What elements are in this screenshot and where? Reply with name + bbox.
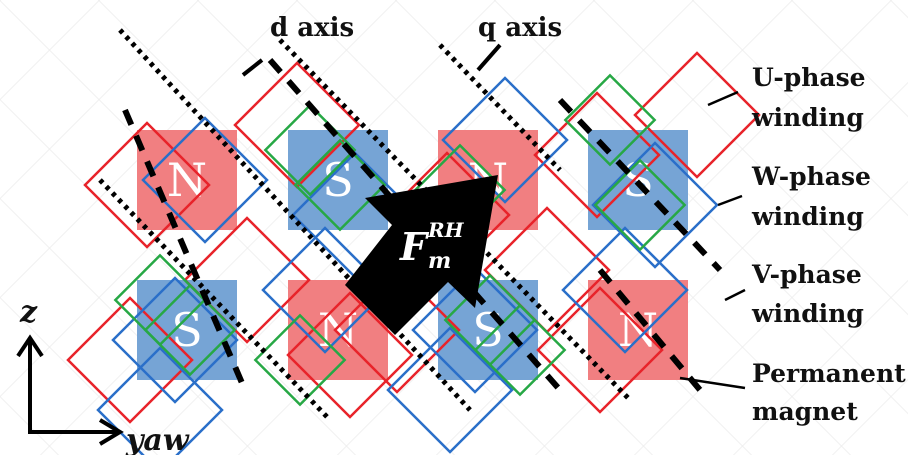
axis-pointers <box>241 43 502 77</box>
d-axis-line <box>278 38 632 402</box>
magnet-label-1: Permanent <box>752 359 906 388</box>
pole-label: S <box>171 303 203 357</box>
u-phase-winding <box>66 296 194 424</box>
d-axis-line <box>98 178 332 422</box>
w-phase-winding <box>263 103 357 197</box>
w-phase-leader <box>717 194 743 207</box>
v-phase-winding <box>141 116 269 244</box>
force-arrow-shape <box>345 175 498 335</box>
v-phase-winding <box>561 226 689 354</box>
v-phase-winding <box>96 346 224 455</box>
force-label-sub: m <box>428 248 451 274</box>
u-phase-winding <box>83 121 211 249</box>
d-axis-label: d axis <box>270 13 354 43</box>
q-axis-line <box>557 97 723 273</box>
v-phase-label-2: winding <box>751 299 864 328</box>
windings <box>66 51 761 455</box>
u-phase-label-1: U-phase <box>752 63 866 92</box>
yaw-axis-arrowhead <box>98 418 124 446</box>
d-axis-line <box>438 43 562 172</box>
u-phase-winding <box>183 216 311 344</box>
w-phase-winding <box>473 303 567 397</box>
magnet-leader <box>679 376 746 390</box>
force-label-sup: RH <box>427 218 465 242</box>
u-phase-leader <box>707 90 739 107</box>
z-axis-label: z <box>19 295 38 330</box>
pole-label: N <box>167 153 207 207</box>
u-phase-winding <box>536 286 664 414</box>
w-phase-label-1: W-phase <box>751 162 871 191</box>
u-phase-winding <box>533 91 661 219</box>
w-phase-winding <box>593 158 687 252</box>
q-axis-pointer <box>476 43 502 72</box>
z-axis-arrowhead <box>16 334 44 358</box>
v-phase-winding <box>441 76 569 204</box>
u-phase-winding <box>633 51 761 179</box>
w-phase-label-2: winding <box>751 202 864 231</box>
d-axis-lines <box>98 28 632 422</box>
q-axis-lines <box>122 58 723 392</box>
force-label-base: F <box>399 224 430 269</box>
q-axis-line <box>122 108 248 392</box>
u-phase-winding <box>333 266 461 394</box>
pole-label: N <box>318 303 358 357</box>
coordinate-axes <box>16 334 124 446</box>
v-phase-label-1: V-phase <box>751 260 862 289</box>
v-phase-winding <box>386 326 514 454</box>
u-phase-label-2: winding <box>751 103 864 132</box>
magnet-n-pole <box>137 130 237 230</box>
w-phase-winding <box>143 283 237 377</box>
w-phase-winding <box>563 73 657 167</box>
force-arrow: F m RH <box>345 175 498 335</box>
v-phase-winding <box>591 141 719 269</box>
q-axis-line <box>267 58 563 392</box>
legend-leaders <box>679 90 746 390</box>
q-axis-label: q axis <box>478 13 562 43</box>
d-axis-pointer <box>241 58 264 77</box>
w-phase-winding <box>253 313 347 407</box>
yaw-axis-label: yaw <box>125 423 190 455</box>
v-phase-leader <box>724 288 746 302</box>
magnet-label-2: magnet <box>752 397 858 426</box>
legend: U-phase winding W-phase winding V-phase … <box>751 63 906 426</box>
